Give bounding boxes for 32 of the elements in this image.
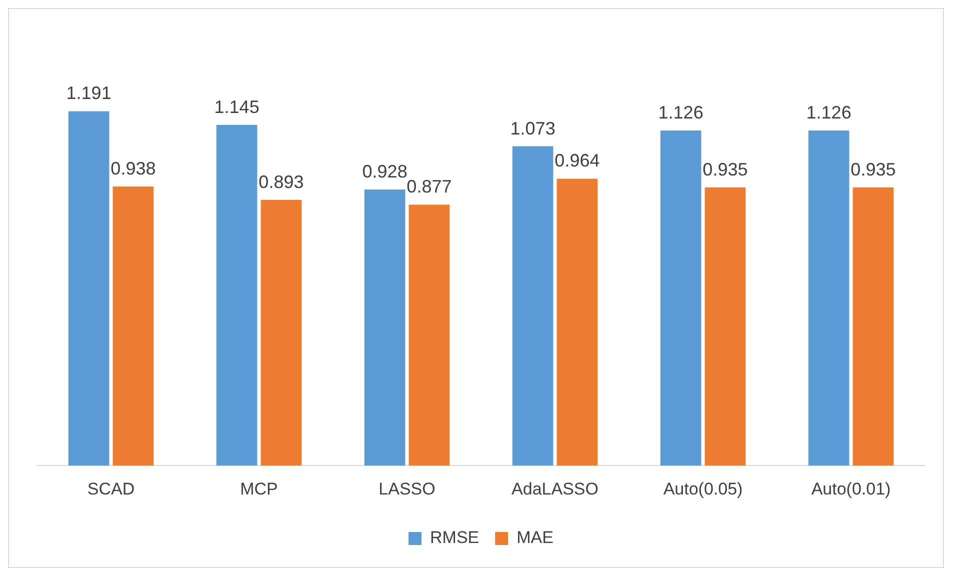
data-label: 0.877 <box>406 176 452 197</box>
data-label: 0.893 <box>258 172 304 192</box>
data-label: 1.073 <box>510 118 556 138</box>
bar <box>556 178 598 466</box>
data-label: 1.126 <box>658 102 704 123</box>
data-label: 0.928 <box>362 161 408 182</box>
bar <box>704 187 746 466</box>
x-tick-label: SCAD <box>87 479 135 498</box>
bar <box>112 186 154 466</box>
x-tick-label: MCP <box>240 479 278 498</box>
bar <box>216 124 258 466</box>
bar <box>408 204 450 466</box>
x-tick-label: LASSO <box>378 479 436 498</box>
legend-label: RMSE <box>430 528 480 548</box>
bar <box>512 146 554 466</box>
bar <box>852 187 894 466</box>
data-label: 0.935 <box>850 159 896 180</box>
data-label: 1.126 <box>806 102 852 123</box>
data-label: 0.935 <box>702 159 748 180</box>
data-label: 0.938 <box>110 158 156 178</box>
bar <box>68 111 110 466</box>
bar <box>364 189 406 466</box>
data-label: 0.964 <box>554 150 600 171</box>
x-tick-label: AdaLASSO <box>512 479 598 498</box>
bar <box>808 130 850 466</box>
bar <box>260 200 302 466</box>
bar <box>660 130 702 466</box>
data-label: 1.145 <box>214 96 260 117</box>
data-label: 1.191 <box>66 83 112 104</box>
x-tick-label: Auto(0.01) <box>811 479 891 498</box>
x-tick-label: Auto(0.05) <box>663 479 743 498</box>
legend-label: MAE <box>516 528 554 548</box>
